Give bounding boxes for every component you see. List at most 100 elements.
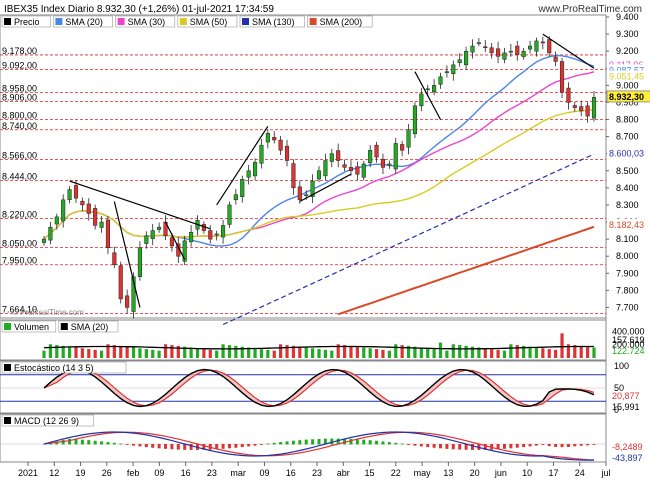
candle	[118, 265, 123, 300]
candle	[61, 199, 66, 222]
volume-bar	[323, 349, 327, 358]
volume-bar	[381, 349, 385, 358]
volume-bar	[87, 349, 91, 358]
volume-bar	[573, 345, 577, 358]
candle	[521, 50, 526, 57]
volume-bar	[522, 345, 526, 358]
candle	[99, 221, 104, 228]
volume-bar	[419, 347, 423, 358]
candle	[368, 150, 373, 164]
candle	[278, 139, 283, 151]
macd-histogram-bar	[413, 444, 417, 446]
candle	[489, 47, 494, 54]
value-badge	[607, 147, 650, 159]
price-legend-swatch	[309, 18, 317, 25]
level-label: 8.958,00	[2, 84, 37, 94]
volume-legend-box	[58, 320, 119, 333]
macd-badge-label: -8,2489	[612, 442, 643, 452]
candle	[131, 276, 136, 312]
volume-tick-label: 400.000	[612, 326, 645, 336]
level-label: 8.566,00	[2, 150, 37, 160]
volume-bar	[445, 350, 449, 358]
price-tick-label: 7.800	[616, 285, 639, 295]
candle	[483, 46, 488, 49]
price-legend-box	[53, 15, 113, 28]
value-badge-label: 8.600,03	[609, 149, 644, 159]
price-legend-swatch	[179, 18, 187, 25]
macd-histogram-bar	[234, 444, 238, 448]
volume-bar	[400, 345, 404, 358]
level-label: 9.092,00	[2, 61, 37, 71]
macd-histogram-bar	[343, 438, 347, 445]
candle	[540, 41, 545, 44]
macd-histogram-bar	[144, 444, 148, 448]
volume-bar	[483, 348, 487, 358]
candle	[444, 71, 449, 73]
level-label: 8.220,00	[2, 210, 37, 220]
level-label: 8.800,00	[2, 111, 37, 121]
volume-bar	[490, 349, 494, 358]
macd-histogram-bar	[509, 444, 513, 449]
price-legend-box	[177, 15, 238, 28]
macd-histogram-bar	[311, 439, 315, 445]
candle	[457, 59, 462, 64]
candle	[73, 185, 79, 199]
macd-histogram-bar	[151, 444, 155, 448]
volume-legend-swatch	[4, 323, 11, 330]
volume-bar	[317, 349, 321, 358]
trend-line	[69, 180, 211, 230]
macd-histogram-bar	[586, 444, 590, 446]
candle	[432, 85, 437, 93]
volume-bar	[554, 349, 558, 358]
volume-bar	[93, 349, 97, 358]
macd-histogram-bar	[381, 441, 385, 445]
volume-bar	[451, 344, 455, 358]
price-tick-label: 7.700	[616, 302, 639, 312]
candle	[553, 56, 558, 62]
volume-bar	[349, 345, 353, 358]
value-badge	[606, 90, 650, 103]
candle	[387, 163, 392, 166]
volume-bar	[496, 349, 500, 358]
candle	[585, 105, 590, 117]
candle	[355, 166, 360, 175]
stoch-badge-label: 20,877	[612, 391, 640, 401]
price-legend-label: SMA (50)	[190, 17, 228, 27]
macd-legend-box	[1, 414, 94, 427]
level-label: 8.444,00	[2, 171, 37, 181]
volume-bar	[259, 349, 264, 358]
volume-bar	[272, 350, 276, 358]
macd-histogram-bar	[189, 444, 193, 450]
volume-bar	[138, 348, 142, 358]
macd-histogram-bar	[240, 444, 244, 448]
macd-histogram-bar	[317, 438, 321, 445]
macd-histogram-bar	[400, 443, 404, 445]
candle	[182, 240, 187, 262]
macd-histogram-bar	[202, 444, 206, 450]
candle	[144, 235, 149, 244]
price-tick-label: 8.700	[616, 132, 639, 142]
macd-histogram-bar	[534, 444, 538, 446]
value-badge-label: 9.051,45	[609, 72, 644, 82]
volume-bar	[99, 350, 104, 358]
x-tick-label: 13	[443, 468, 453, 478]
volume-bar	[547, 349, 551, 358]
price-tick-label: 8.000	[616, 251, 639, 261]
candle	[189, 232, 194, 243]
volume-bar	[119, 345, 123, 358]
volume-bar	[202, 349, 206, 358]
price-legend-label: SMA (30)	[128, 17, 166, 27]
macd-histogram-bar	[93, 440, 97, 445]
macd-histogram-bar	[573, 444, 577, 447]
macd-histogram-bar	[394, 442, 398, 445]
macd-histogram-bar	[74, 439, 78, 445]
macd-badge-label: -43,897	[612, 453, 643, 463]
macd-histogram-bar	[579, 444, 583, 446]
x-tick-label: 22	[391, 468, 401, 478]
candle	[329, 153, 334, 162]
copyright-watermark: © ProRealTime.com	[12, 308, 84, 317]
x-tick-label: may	[414, 468, 432, 478]
candle	[393, 143, 398, 170]
value-badge	[607, 70, 650, 82]
